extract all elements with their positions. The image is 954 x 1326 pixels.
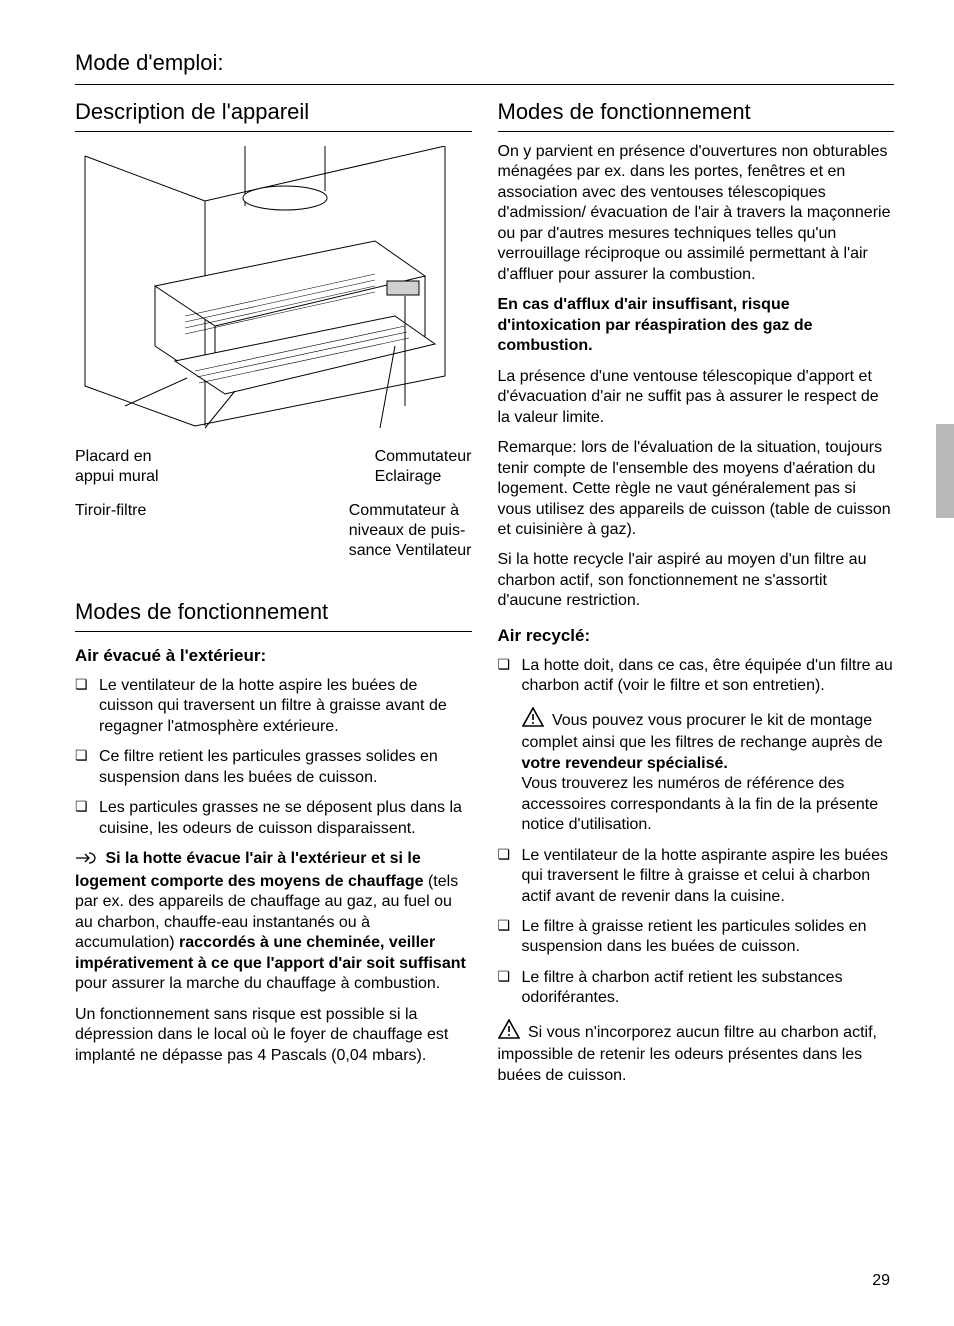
recycled-bullet-list-2: Le ventilateur de la hotte aspirante asp… (498, 846, 895, 1009)
title-rule (75, 84, 894, 85)
warning-paragraph-1: Si la hotte évacue l'air à l'extérieur e… (75, 849, 472, 994)
appliance-diagram: Placard en appui mural Commutateur Eclai… (75, 146, 472, 561)
warn2-text: Si vous n'incorporez aucun filtre au cha… (498, 1024, 877, 1084)
list-item: Les particules grasses ne se déposent pl… (75, 798, 472, 839)
label-cabinet-l2: appui mural (75, 468, 159, 485)
list-item: Le filtre à graisse retient les particul… (498, 917, 895, 958)
list-item: Le filtre à charbon actif retient les su… (498, 968, 895, 1009)
label-light-switch-l1: Commutateur (375, 448, 472, 465)
paragraph-pressure: Un fonctionnement sans risque est possib… (75, 1005, 472, 1066)
hand-icon (75, 851, 97, 871)
bold-intoxication-warning: En cas d'afflux d'air insuffisant, risqu… (498, 295, 895, 356)
section-heading-modes-right: Modes de fonctionnement (498, 99, 895, 125)
paragraph-telescopic: La présence d'une ventouse télescopique … (498, 367, 895, 428)
section-heading-modes-left: Modes de fonctionnement (75, 599, 472, 625)
label-fan-switch-l2: niveaux de puis- (349, 522, 466, 539)
heading-rule-right-1 (498, 131, 895, 132)
right-column: Modes de fonctionnement On y parvient en… (498, 99, 895, 1096)
label-fan-switch-l1: Commutateur à (349, 502, 459, 519)
label-fan-switch-l3: sance Ventilateur (349, 542, 472, 559)
paragraph-recycle-note: Si la hotte recycle l'air aspiré au moye… (498, 550, 895, 611)
label-cabinet: Placard en appui mural (75, 447, 159, 487)
diagram-labels-bottom: Tiroir-filtre Commutateur à niveaux de p… (75, 501, 472, 561)
subheading-recycled: Air recyclé: (498, 626, 895, 646)
exhaust-bullet-list: Le ventilateur de la hotte aspire les bu… (75, 676, 472, 839)
diagram-labels-top: Placard en appui mural Commutateur Eclai… (75, 447, 472, 487)
label-fan-switch: Commutateur à niveaux de puis- sance Ven… (349, 501, 472, 561)
page-number: 29 (872, 1272, 890, 1290)
warning-triangle-icon (522, 707, 544, 733)
section-heading-description: Description de l'appareil (75, 99, 472, 125)
dealer-pre: Vous pouvez vous procurer le kit de mont… (522, 712, 883, 751)
dealer-bold: votre revendeur spécialisé. (522, 755, 728, 772)
label-light-switch: Commutateur Eclairage (375, 447, 472, 487)
subheading-exhaust: Air évacué à l'extérieur: (75, 646, 472, 666)
heading-rule-left-2 (75, 631, 472, 632)
side-tab (936, 424, 954, 518)
warn1-tail: pour assurer la marche du chauffage à co… (75, 975, 440, 992)
list-item: Le ventilateur de la hotte aspire les bu… (75, 676, 472, 737)
recycled-bullet-list-1: La hotte doit, dans ce cas, être équipée… (498, 656, 895, 697)
appliance-diagram-svg (75, 146, 455, 436)
warning-triangle-icon (498, 1019, 520, 1045)
list-item: La hotte doit, dans ce cas, être équipée… (498, 656, 895, 697)
list-item: Le ventilateur de la hotte aspirante asp… (498, 846, 895, 907)
label-filter-drawer: Tiroir-filtre (75, 501, 146, 561)
warning-no-filter: Si vous n'incorporez aucun filtre au cha… (498, 1019, 895, 1086)
label-light-switch-l2: Eclairage (375, 468, 442, 485)
list-item: Ce filtre retient les particules grasses… (75, 747, 472, 788)
warn1-bold-a: Si la hotte évacue l'air à l'extérieur e… (75, 850, 424, 889)
dealer-post: Vous trouverez les numéros de référence … (522, 775, 879, 833)
left-column: Description de l'appareil (75, 99, 472, 1096)
heading-rule-left-1 (75, 131, 472, 132)
dealer-warning-block: Vous pouvez vous procurer le kit de mont… (498, 707, 895, 836)
label-cabinet-l1: Placard en (75, 448, 152, 465)
page-title: Mode d'emploi: (75, 50, 894, 76)
paragraph-openings: On y parvient en présence d'ouvertures n… (498, 142, 895, 285)
paragraph-remark: Remarque: lors de l'évaluation de la sit… (498, 438, 895, 540)
two-column-layout: Description de l'appareil (75, 99, 894, 1096)
